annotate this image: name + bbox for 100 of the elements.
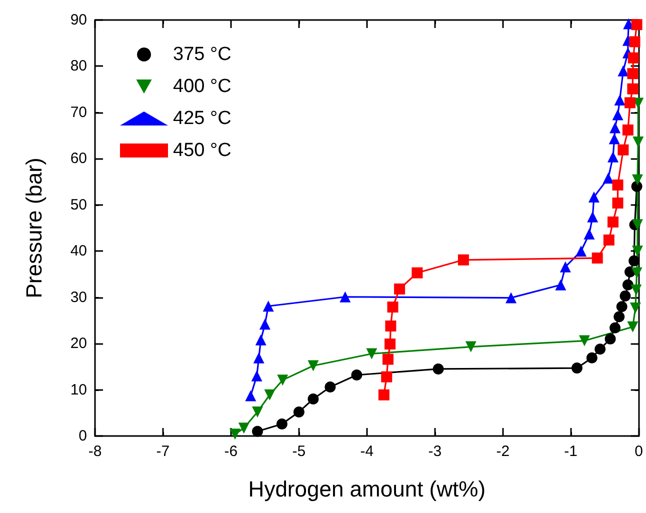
point [506,292,517,304]
point [592,252,603,264]
point [571,362,582,374]
point [607,151,618,162]
point [630,302,641,314]
point [394,284,406,295]
x-tick-label: -1 [564,443,578,460]
point [385,320,396,332]
x-tick-label: -8 [88,443,102,460]
point [610,322,621,334]
point [629,36,640,48]
point [587,211,598,222]
point [627,321,638,332]
y-tick-label: 20 [70,335,87,352]
legend-label: 425 °C [173,108,232,129]
point [560,261,571,272]
legend-label: 400 °C [173,76,232,97]
x-axis-title: Hydrogen amount (wt%) [248,476,486,502]
point [230,428,241,440]
point [382,354,394,365]
point [612,109,624,120]
point [632,174,643,186]
point [432,363,444,374]
x-tick-label: -4 [360,443,374,460]
x-tick-label: -3 [428,443,442,460]
point [253,352,264,364]
point [620,290,631,302]
point [618,144,629,156]
y-tick-label: 10 [70,381,87,398]
y-tick-label: 90 [70,12,87,28]
point [632,219,643,230]
point [378,389,390,400]
point [608,133,620,144]
point [588,192,600,203]
point [631,267,642,278]
x-tick-label: -7 [156,443,170,460]
point [627,68,638,80]
point [586,352,598,364]
y-tick-label: 30 [70,288,87,306]
point [614,94,626,106]
point [458,254,469,266]
y-tick-label: 70 [70,104,87,121]
y-tick-label: 80 [70,58,87,75]
point [276,418,288,430]
point [610,122,621,134]
point [384,338,396,350]
point [618,65,629,76]
point [603,234,614,246]
point [614,311,625,322]
x-tick-label: -6 [224,443,238,460]
point [627,83,638,94]
point [293,406,304,418]
x-tick-label: -5 [292,443,306,460]
point [366,348,378,360]
point [607,216,618,228]
point [324,382,336,392]
point [622,279,634,290]
y-tick-label: 0 [78,428,87,444]
y-tick-label: 40 [70,242,87,260]
point [308,394,319,405]
legend-label: 375 °C [173,44,232,65]
point [308,360,319,372]
point [412,267,423,278]
point [381,371,392,382]
point [628,255,640,266]
point [630,284,642,296]
point [277,374,288,386]
point [576,246,587,257]
point [465,341,476,352]
x-tick-label: 0 [634,443,643,460]
point [604,333,616,344]
x-tick-label: -2 [496,443,510,460]
point [616,301,628,312]
point [251,370,262,382]
point [578,335,590,346]
point [340,291,351,302]
point [262,300,274,312]
point [252,406,263,418]
point [584,228,595,240]
point [252,426,263,437]
point [238,422,250,434]
point [624,97,636,108]
y-axis-title: Pressure (bar) [22,158,46,298]
point [632,246,643,257]
point [259,318,270,330]
point [628,52,639,64]
y-tick-label: 60 [70,150,87,168]
point [555,279,566,290]
point [387,302,398,313]
point [351,369,362,380]
y-tick-label: 50 [70,196,87,214]
point [245,390,256,402]
point [622,124,634,136]
point [612,180,624,191]
point [255,334,266,346]
point [264,389,276,400]
point [612,198,624,209]
legend-label: 450 °C [173,140,232,161]
point [594,344,606,355]
point [602,172,614,184]
